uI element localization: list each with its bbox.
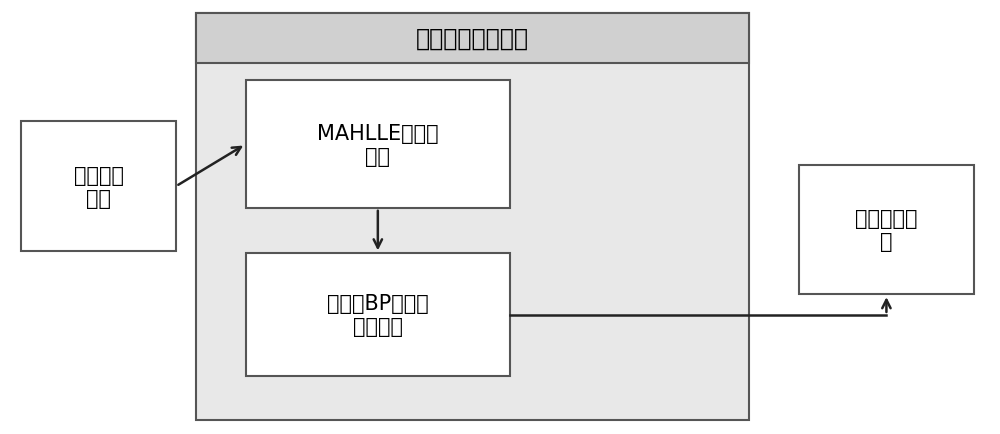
Bar (246, 81, 510, 208)
Bar (196, 14, 749, 64)
Bar (246, 253, 510, 377)
Bar (799, 165, 974, 295)
Text: 自适应BP神经网
络分类器: 自适应BP神经网 络分类器 (327, 293, 429, 337)
Bar (21, 122, 176, 251)
Text: 发动机传
感器: 发动机传 感器 (74, 165, 124, 208)
Text: 瞬态故障检测方法: 瞬态故障检测方法 (416, 27, 529, 51)
Text: 故障诊断系
统: 故障诊断系 统 (855, 208, 918, 251)
Bar (196, 14, 749, 420)
Text: MAHLLE特征提
取器: MAHLLE特征提 取器 (317, 123, 439, 166)
